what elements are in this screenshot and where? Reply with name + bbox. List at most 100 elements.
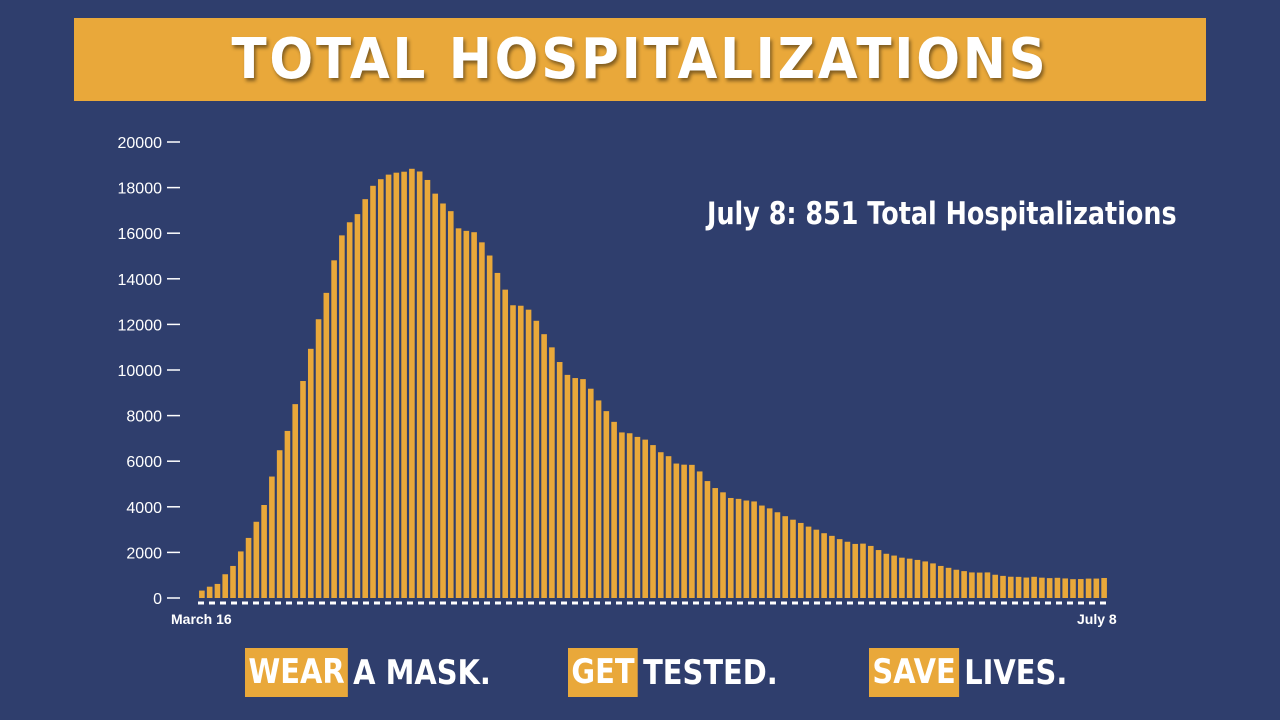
bar bbox=[354, 214, 361, 598]
y-tick-label: 12000 bbox=[118, 317, 163, 334]
bar bbox=[712, 488, 719, 598]
bar bbox=[743, 500, 750, 598]
y-tick-label: 2000 bbox=[126, 545, 162, 562]
bar bbox=[704, 481, 711, 598]
bar bbox=[766, 508, 773, 598]
bar bbox=[517, 305, 524, 598]
bar bbox=[572, 378, 579, 598]
y-tick-label: 0 bbox=[153, 591, 162, 608]
bar bbox=[813, 529, 820, 598]
bar bbox=[953, 569, 960, 598]
x-end-label: July 8 bbox=[1077, 611, 1117, 627]
y-tick-label: 10000 bbox=[118, 363, 163, 380]
bar bbox=[447, 211, 454, 598]
bar bbox=[206, 586, 213, 598]
latest-value-annotation: July 8: 851 Total Hospitalizations bbox=[707, 196, 1177, 232]
y-axis: 0 2000 4000 6000 8000 10000 12000 14000 16000 180… bbox=[118, 135, 180, 608]
bar bbox=[759, 505, 765, 598]
bar bbox=[377, 179, 384, 598]
bar bbox=[580, 379, 586, 598]
bar bbox=[969, 572, 975, 598]
bar bbox=[821, 533, 827, 598]
slogan-highlight: WEAR bbox=[245, 648, 349, 697]
bar bbox=[1015, 576, 1022, 598]
bar bbox=[393, 172, 400, 598]
bar bbox=[323, 292, 330, 598]
bar bbox=[432, 193, 439, 598]
bar bbox=[214, 583, 221, 598]
bar bbox=[416, 171, 423, 599]
bar bbox=[650, 445, 656, 598]
slogan-text: TESTED. bbox=[643, 652, 778, 693]
bar bbox=[315, 319, 322, 598]
bar bbox=[922, 561, 929, 598]
bar bbox=[906, 558, 913, 598]
bar bbox=[665, 456, 672, 598]
bar bbox=[284, 430, 291, 598]
bar bbox=[875, 550, 882, 598]
y-tick-label: 6000 bbox=[126, 454, 162, 471]
bar bbox=[961, 571, 967, 598]
bar bbox=[657, 452, 664, 598]
bar bbox=[1007, 576, 1014, 598]
bar bbox=[587, 388, 594, 598]
bar bbox=[494, 272, 501, 598]
bar bbox=[860, 543, 866, 598]
bar bbox=[556, 362, 563, 598]
bar bbox=[626, 433, 633, 598]
bar bbox=[346, 222, 353, 598]
bar bbox=[401, 171, 407, 598]
bar bbox=[237, 551, 244, 598]
slogan-highlight: SAVE bbox=[869, 648, 960, 697]
bar bbox=[689, 464, 695, 598]
y-tick-label: 16000 bbox=[118, 226, 163, 243]
bar bbox=[339, 235, 345, 598]
bar bbox=[797, 522, 804, 598]
bar bbox=[1046, 578, 1053, 598]
bar bbox=[486, 255, 493, 598]
bar bbox=[1023, 577, 1030, 598]
bar bbox=[1077, 579, 1084, 598]
bar bbox=[751, 501, 757, 598]
bar bbox=[852, 543, 859, 598]
bar bbox=[1031, 576, 1037, 598]
bar bbox=[533, 320, 540, 598]
bar bbox=[1070, 579, 1076, 598]
bar bbox=[844, 541, 851, 598]
bar bbox=[829, 535, 835, 598]
slogan-save-lives: SAVE LIVES. bbox=[869, 648, 1102, 697]
slogan-get-tested: GET TESTED. bbox=[568, 648, 815, 697]
bar bbox=[245, 537, 252, 598]
bar bbox=[525, 309, 532, 598]
bar bbox=[463, 230, 470, 598]
bar bbox=[292, 404, 299, 598]
y-tick-label: 18000 bbox=[118, 181, 163, 198]
bar bbox=[424, 179, 431, 598]
bar-series bbox=[199, 168, 1107, 599]
bar bbox=[976, 572, 983, 598]
bar bbox=[564, 374, 571, 598]
bar bbox=[681, 464, 687, 598]
bar bbox=[479, 242, 485, 598]
bar bbox=[720, 492, 726, 598]
bar bbox=[409, 168, 415, 599]
slogan-text: A MASK. bbox=[353, 652, 491, 693]
y-tick-label: 20000 bbox=[118, 135, 163, 152]
bar bbox=[1000, 575, 1006, 598]
bar bbox=[253, 521, 260, 598]
bar bbox=[199, 590, 205, 598]
bar bbox=[1085, 578, 1092, 598]
slogan-wear-mask: WEAR A MASK. bbox=[245, 648, 534, 697]
bar bbox=[502, 289, 509, 598]
bar bbox=[673, 463, 680, 598]
bar bbox=[269, 476, 275, 598]
bar bbox=[735, 498, 742, 598]
bar bbox=[603, 411, 610, 598]
bar bbox=[331, 260, 337, 598]
bar bbox=[992, 574, 999, 598]
bar bbox=[1062, 578, 1069, 598]
bar bbox=[230, 565, 236, 598]
bar bbox=[774, 512, 781, 598]
bar bbox=[619, 432, 625, 598]
